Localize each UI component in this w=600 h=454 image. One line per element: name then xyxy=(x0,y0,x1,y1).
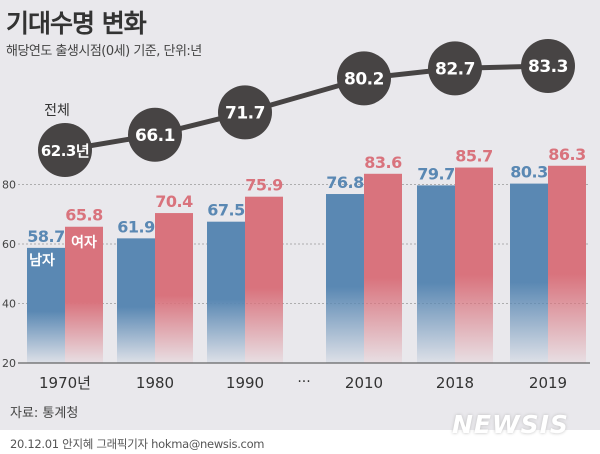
y-tick-label: 80 xyxy=(2,179,16,192)
newsis-logo: NEWSIS xyxy=(452,410,569,439)
bar-value-label: 58.7 xyxy=(27,227,64,246)
credit: 20.12.01 안지혜 그래픽기자 hokma@newsis.com xyxy=(10,437,265,451)
bar-value-label: 85.7 xyxy=(455,147,492,166)
axis-gap-marker: ··· xyxy=(297,374,310,390)
total-marker xyxy=(128,107,182,162)
x-tick-label: 2018 xyxy=(436,374,474,392)
bar-value-label: 83.6 xyxy=(364,153,402,172)
bar-male xyxy=(326,194,364,363)
bar-value-label: 75.9 xyxy=(245,176,283,195)
bar-female xyxy=(364,173,402,363)
x-tick-label: 2019 xyxy=(529,374,567,392)
y-tick-label: 20 xyxy=(2,357,16,370)
bar-male xyxy=(510,183,548,363)
bar-female xyxy=(548,165,586,363)
bar-male xyxy=(417,185,455,363)
y-tick-label: 40 xyxy=(2,298,16,311)
chart-title: 기대수명 변화 xyxy=(6,9,147,38)
bar-value-label: 80.3 xyxy=(510,163,547,182)
bar-value-label: 67.5 xyxy=(207,201,245,220)
total-marker xyxy=(337,51,391,106)
total-value-label: 80.2 xyxy=(344,69,384,89)
x-tick-label: 1970년 xyxy=(39,374,91,392)
x-tick-label: 2010 xyxy=(345,374,383,392)
total-value-label: 83.3 xyxy=(528,57,568,77)
bar-female xyxy=(245,196,283,363)
bar-male xyxy=(117,238,155,363)
series-label-total: 전체 xyxy=(44,103,70,119)
x-tick-label: 1980 xyxy=(136,374,174,392)
bar-value-label: 65.8 xyxy=(65,206,103,225)
bar-female xyxy=(155,213,193,363)
total-value-label: 66.1 xyxy=(135,126,175,146)
total-marker xyxy=(218,85,272,140)
bar-female xyxy=(455,167,493,363)
total-value-label: 71.7 xyxy=(225,103,265,123)
bar-male xyxy=(27,247,65,363)
total-value-label: 82.7 xyxy=(435,59,475,79)
bar-value-label: 61.9 xyxy=(117,217,155,236)
total-value-label: 62.3년 xyxy=(41,142,89,160)
source: 자료: 통계청 xyxy=(10,406,79,421)
bar-male xyxy=(207,221,245,363)
total-marker xyxy=(521,39,575,93)
bar-value-label: 79.7 xyxy=(417,164,454,183)
total-marker xyxy=(428,41,482,96)
bar-value-label: 86.3 xyxy=(548,145,585,164)
chart-subtitle: 해당연도 출생시점(0세) 기준, 단위:년 xyxy=(6,44,202,59)
bar-value-label: 70.4 xyxy=(155,192,193,211)
bar-value-label: 76.8 xyxy=(326,173,364,192)
x-tick-label: 1990 xyxy=(226,374,264,392)
bar-female xyxy=(65,226,103,363)
series-label-female: 여자 xyxy=(71,234,97,251)
y-tick-label: 60 xyxy=(2,238,16,251)
series-label-male: 남자 xyxy=(29,252,55,269)
total-marker xyxy=(38,123,92,177)
